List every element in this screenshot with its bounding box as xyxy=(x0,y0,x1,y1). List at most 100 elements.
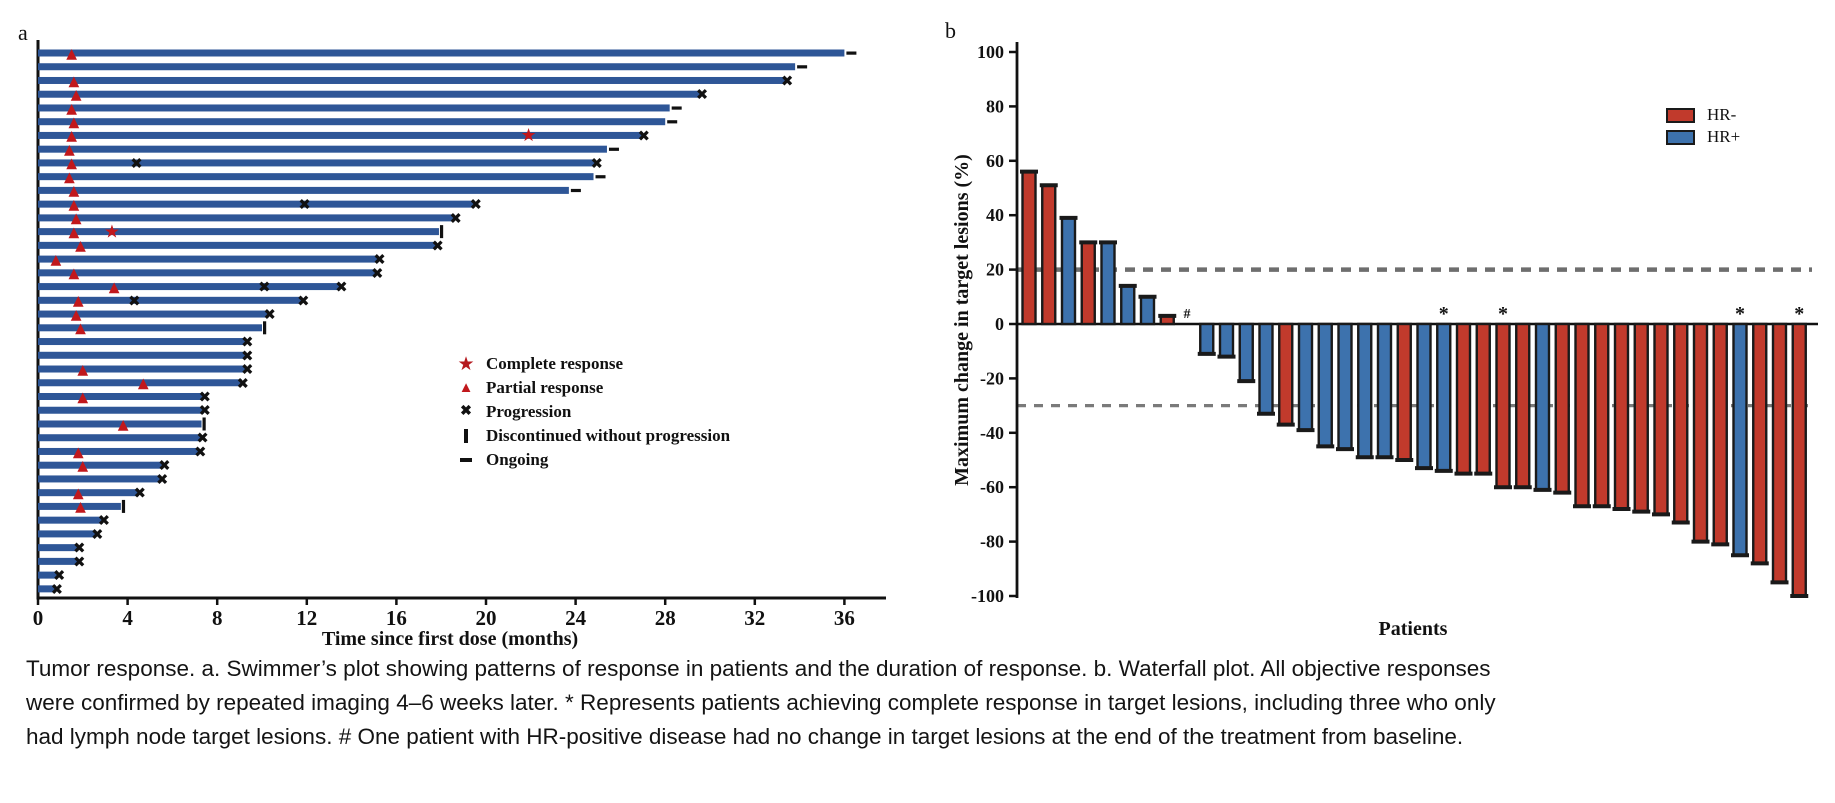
discontinued-bar-icon xyxy=(439,225,444,239)
progression-cross-icon: ✖ xyxy=(781,72,794,90)
a-tick-label: 20 xyxy=(476,606,497,630)
swimmer-bar-9 xyxy=(38,159,596,167)
swimmer-bar-32 xyxy=(38,475,162,483)
swimmer-bar-4 xyxy=(38,90,702,98)
legend-item-hr-negative: HR- xyxy=(1666,104,1740,126)
waterfall-bar-1 xyxy=(1021,170,1037,326)
progression-cross-icon: ✖ xyxy=(73,553,86,571)
legend-label: HR+ xyxy=(1707,127,1741,146)
swimmer-bar-30 xyxy=(38,447,200,455)
ongoing-dash-icon xyxy=(797,65,808,69)
complete-response-star-icon: ★ xyxy=(520,125,536,146)
legend-item-ongoing: Ongoing xyxy=(452,448,730,472)
swimmer-bar-21 xyxy=(38,324,262,332)
waterfall-bar-24 xyxy=(1475,322,1491,475)
waterfall-bar-35 xyxy=(1692,322,1709,543)
waterfall-bar-6 xyxy=(1120,284,1136,326)
swimmer-bar-23 xyxy=(38,351,247,359)
swimmer-bar-18 xyxy=(38,283,341,291)
waterfall-bar-19 xyxy=(1376,322,1393,459)
partial-response-triangle-icon: ▲ xyxy=(118,417,129,433)
progression-cross-icon: ✖ xyxy=(198,402,211,420)
progression-cross-icon: ✖ xyxy=(196,429,209,447)
waterfall-bar-25 xyxy=(1495,322,1511,489)
swimmer-bar-31 xyxy=(38,461,164,469)
waterfall-bar-22 xyxy=(1436,322,1452,473)
waterfall-bar-23 xyxy=(1455,322,1472,475)
partial-response-triangle-icon: ▲ xyxy=(66,156,77,172)
partial-response-triangle-icon: ▲ xyxy=(68,197,79,213)
b-tick-label: -20 xyxy=(980,368,1004,388)
a-tick-label: 32 xyxy=(744,606,765,630)
legend-label: Progression xyxy=(486,402,572,421)
waterfall-bar-27 xyxy=(1534,322,1551,492)
b-tick-label: -40 xyxy=(980,423,1004,443)
swimmer-bar-29 xyxy=(38,434,202,442)
swimmer-bar-3 xyxy=(38,76,787,84)
progression-cross-icon: ✖ xyxy=(241,361,254,379)
waterfall-bar-38 xyxy=(1752,322,1768,565)
progression-cross-icon: ✖ xyxy=(590,154,603,172)
complete-response-star-icon: ★ xyxy=(104,221,120,242)
progression-cross-icon: ✖ xyxy=(431,237,444,255)
partial-response-triangle-icon: ▲ xyxy=(77,389,88,405)
cross-icon: ✖ xyxy=(460,404,472,419)
no-change-hash-annotation: # xyxy=(1184,307,1191,322)
waterfall-bar-28 xyxy=(1554,322,1570,494)
swimmer-bar-39 xyxy=(38,571,59,579)
waterfall-bar-7 xyxy=(1139,295,1156,326)
ongoing-dash-icon xyxy=(570,188,581,193)
hr-positive-swatch xyxy=(1666,129,1695,145)
waterfall-bar-21 xyxy=(1416,322,1432,470)
waterfall-bar-14 xyxy=(1278,322,1294,426)
partial-response-triangle-icon: ▲ xyxy=(71,211,82,227)
waterfall-bar-29 xyxy=(1574,322,1590,508)
legend-item-complete-response: ★ Complete response xyxy=(452,352,730,376)
a-tick-label: 0 xyxy=(33,606,44,630)
swimmer-bar-37 xyxy=(38,544,79,552)
waterfall-bar-3 xyxy=(1060,216,1077,326)
b-tick-label: 40 xyxy=(986,205,1004,225)
progression-cross-icon: ✖ xyxy=(638,127,651,145)
discontinued-bar-icon xyxy=(121,499,126,513)
discontinued-icon xyxy=(452,429,480,443)
waterfall-bar-31 xyxy=(1613,322,1630,511)
partial-response-triangle-icon: ▲ xyxy=(71,87,82,103)
progression-cross-icon: ✖ xyxy=(297,292,310,310)
progression-cross-icon: ✖ xyxy=(73,539,86,557)
swimmer-plot: 0 4 8 12 16 20 24 28 32 36▲✖▲✖▲▲▲✖▲ ★▲✖✖▲▲▲✖✖▲✖▲▲ ★… xyxy=(33,40,886,630)
partial-response-triangle-icon: ▲ xyxy=(51,252,62,268)
swimmer-bar-27 xyxy=(38,406,204,414)
partial-response-triangle-icon: ▲ xyxy=(68,224,79,240)
progression-cross-icon: ✖ xyxy=(241,347,254,365)
partial-response-triangle-icon: ▲ xyxy=(77,362,88,378)
swimmer-bar-5 xyxy=(38,104,670,112)
waterfall-bar-12 xyxy=(1238,322,1254,383)
ongoing-dash-icon xyxy=(667,120,678,124)
complete-response-asterisk-annotation: * xyxy=(1735,303,1745,325)
b-tick-label: 0 xyxy=(995,314,1004,334)
complete-response-asterisk-annotation: * xyxy=(1498,303,1508,325)
progression-cross-icon: ✖ xyxy=(158,457,171,475)
waterfall-bar-30 xyxy=(1594,322,1610,508)
a-tick-label: 24 xyxy=(565,606,587,630)
progression-cross-icon: ✖ xyxy=(335,278,348,296)
waterfall-bar-2 xyxy=(1041,184,1057,326)
panel-a-label: a xyxy=(18,20,28,45)
waterfall-bar-32 xyxy=(1633,322,1649,513)
waterfall-bar-37 xyxy=(1732,322,1748,557)
partial-response-triangle-icon: ▲ xyxy=(66,101,77,117)
progression-cross-icon: ✖ xyxy=(91,525,104,543)
legend-item-hr-positive: HR+ xyxy=(1666,126,1740,148)
partial-response-triangle-icon: ▲ xyxy=(68,266,79,282)
progression-cross-icon: ✖ xyxy=(198,388,211,406)
progression-cross-icon: ✖ xyxy=(53,567,66,585)
swimmer-bar-25 xyxy=(38,379,242,387)
partial-response-triangle-icon: ▲ xyxy=(73,293,84,309)
b-tick-label: -60 xyxy=(980,477,1004,497)
discontinued-bar-icon xyxy=(263,321,267,335)
a-tick-label: 12 xyxy=(296,606,317,630)
progression-cross-icon: ✖ xyxy=(156,470,169,488)
swimmer-bar-24 xyxy=(38,365,247,373)
